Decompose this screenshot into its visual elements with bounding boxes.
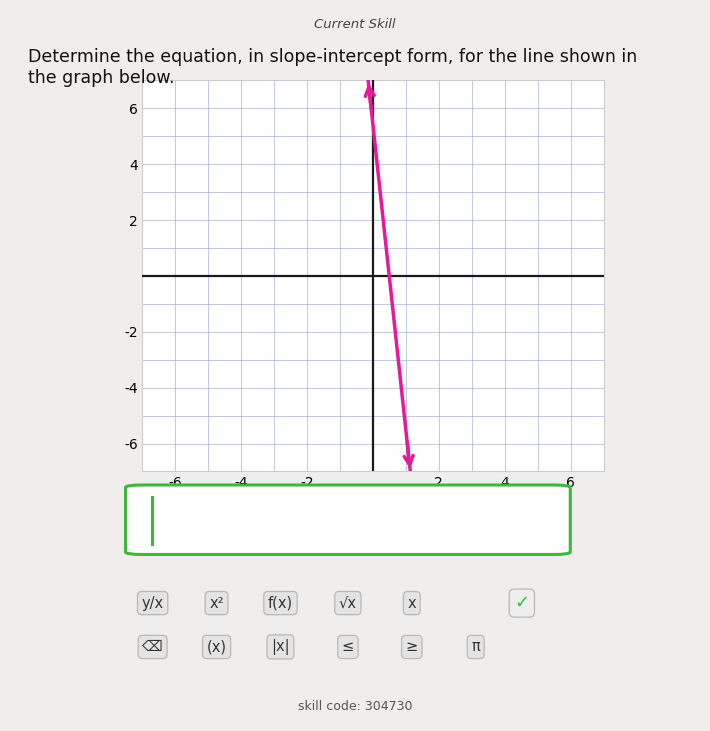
Text: (x): (x) bbox=[207, 640, 226, 654]
Text: skill code: 304730: skill code: 304730 bbox=[297, 700, 413, 713]
Text: √x: √x bbox=[339, 596, 357, 610]
Text: ≤: ≤ bbox=[342, 640, 354, 654]
Text: x: x bbox=[408, 596, 416, 610]
Text: ≥: ≥ bbox=[405, 640, 418, 654]
Text: Determine the equation, in slope-intercept form, for the line shown in: Determine the equation, in slope-interce… bbox=[28, 48, 638, 66]
Text: the graph below.: the graph below. bbox=[28, 69, 175, 88]
Text: Current Skill: Current Skill bbox=[315, 18, 395, 31]
Text: |x|: |x| bbox=[271, 639, 290, 655]
Text: f(x): f(x) bbox=[268, 596, 293, 610]
Text: x²: x² bbox=[209, 596, 224, 610]
Text: π: π bbox=[471, 640, 480, 654]
Text: ⌫: ⌫ bbox=[142, 640, 163, 654]
Text: ✓: ✓ bbox=[514, 594, 530, 612]
Text: y/x: y/x bbox=[141, 596, 164, 610]
FancyBboxPatch shape bbox=[126, 485, 570, 555]
